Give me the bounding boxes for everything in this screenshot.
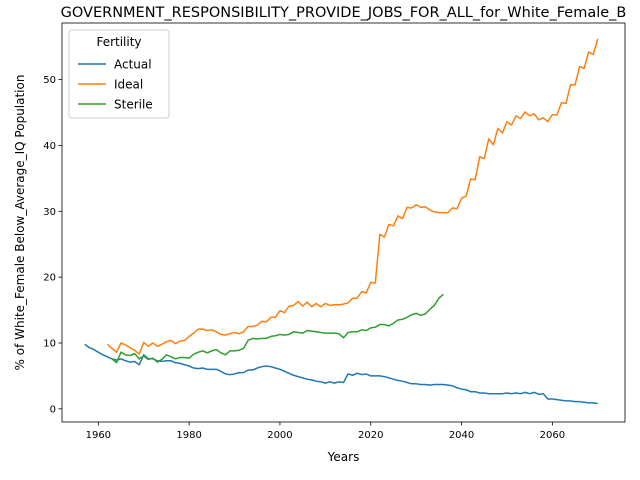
legend-label-actual: Actual: [114, 57, 152, 71]
x-axis-label: Years: [327, 450, 360, 464]
legend-label-sterile: Sterile: [114, 97, 153, 111]
x-tick-label: 2000: [267, 430, 292, 441]
y-tick-label: 10: [43, 339, 56, 350]
y-tick-label: 20: [43, 273, 56, 284]
legend-box: [68, 29, 170, 119]
legend-label-ideal: Ideal: [114, 77, 143, 91]
legend-title: Fertility: [96, 35, 141, 49]
x-axis: 1960 1980 2000 2020 2040 2060: [86, 422, 565, 441]
series-line-ideal: [106, 38, 599, 355]
series-line-sterile: [111, 293, 444, 364]
y-axis: 0 10 20 30 40 50: [43, 75, 62, 415]
plot-lines: [84, 38, 599, 405]
x-tick-label: 2040: [449, 430, 474, 441]
x-tick-label: 1960: [86, 430, 111, 441]
y-tick-label: 50: [43, 75, 56, 86]
y-tick-label: 40: [43, 141, 56, 152]
chart-title: GOVERNMENT_RESPONSIBILITY_PROVIDE_JOBS_F…: [61, 5, 627, 21]
series-line-actual: [84, 343, 598, 405]
x-tick-label: 1980: [176, 430, 201, 441]
plot-frame: [61, 22, 626, 423]
x-tick-label: 2020: [358, 430, 383, 441]
y-tick-label: 30: [43, 207, 56, 218]
y-axis-label: % of White_Female Below_Average_IQ Popul…: [13, 75, 27, 371]
x-tick-label: 2060: [540, 430, 565, 441]
legend: Fertility Actual Ideal Sterile: [68, 29, 170, 119]
legend-entries: Actual Ideal Sterile: [78, 57, 153, 111]
y-tick-label: 0: [50, 404, 56, 415]
